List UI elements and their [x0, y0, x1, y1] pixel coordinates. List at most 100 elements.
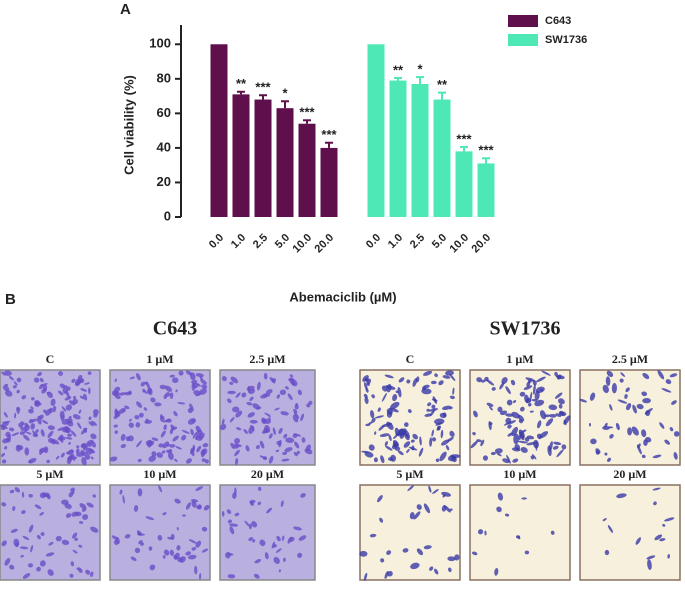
- cell: [427, 402, 432, 407]
- cell: [90, 433, 97, 440]
- cell: [448, 567, 452, 573]
- cell: [256, 445, 260, 450]
- cell: [404, 422, 409, 427]
- cell: [527, 402, 532, 407]
- cell: [281, 458, 290, 462]
- cell: [47, 430, 54, 438]
- cell: [181, 434, 187, 441]
- cell: [257, 486, 262, 491]
- cell: [371, 394, 375, 399]
- cell: [447, 436, 454, 442]
- cell: [259, 539, 266, 547]
- cell: [476, 439, 482, 443]
- cell: [304, 448, 313, 455]
- cell: [294, 441, 300, 449]
- cell: [662, 524, 666, 527]
- cell: [1, 459, 7, 464]
- cell: [379, 517, 384, 523]
- cell: [539, 410, 547, 420]
- cell: [192, 432, 197, 439]
- cell: [250, 424, 255, 432]
- cell: [536, 376, 546, 383]
- cell: [122, 409, 126, 412]
- cell: [667, 554, 670, 559]
- condition-label: 5 µM: [36, 467, 63, 481]
- cell: [428, 485, 432, 493]
- cell: [535, 386, 545, 394]
- cell: [506, 454, 511, 464]
- cell: [554, 392, 563, 399]
- cell: [81, 457, 87, 466]
- cell: [416, 548, 424, 556]
- cell: [16, 377, 22, 383]
- cell: [14, 412, 17, 419]
- cell: [58, 434, 64, 440]
- cell: [46, 391, 53, 399]
- cell: [476, 377, 483, 383]
- cell: [374, 431, 377, 435]
- cell: [471, 551, 478, 556]
- cell: [252, 539, 256, 543]
- cell: [550, 530, 555, 535]
- cell: [70, 487, 76, 493]
- y-axis-label: Cell viability (%): [121, 75, 136, 175]
- significance: ***: [255, 80, 271, 95]
- cell: [147, 440, 153, 448]
- cell: [28, 494, 33, 498]
- cell: [436, 425, 441, 431]
- y-tick-label: 100: [149, 36, 171, 51]
- cell: [484, 530, 487, 536]
- cell: [374, 415, 385, 419]
- cell: [73, 396, 77, 400]
- cell: [442, 405, 452, 411]
- cell: [490, 451, 496, 456]
- cell: [164, 385, 173, 392]
- cell: [45, 408, 52, 416]
- cell: [135, 422, 141, 428]
- cell: [385, 385, 396, 390]
- cell: [142, 388, 148, 395]
- cell: [243, 429, 248, 434]
- cell: [185, 551, 192, 556]
- panel-label: A: [120, 1, 131, 18]
- significance: **: [236, 76, 247, 91]
- cell: [641, 429, 647, 438]
- cell: [35, 429, 39, 434]
- cell: [381, 422, 393, 428]
- cell: [625, 387, 630, 393]
- condition-label: 5 µM: [396, 467, 423, 481]
- cell: [137, 533, 146, 536]
- cell: [278, 427, 283, 434]
- cell: [276, 394, 281, 399]
- cell: [384, 570, 389, 579]
- cell: [195, 425, 201, 433]
- cell: [163, 549, 170, 556]
- cell: [129, 376, 135, 380]
- bar: [477, 163, 495, 217]
- micrograph: [359, 484, 461, 581]
- cell: [16, 406, 20, 415]
- cell: [429, 566, 434, 571]
- cell: [647, 559, 652, 570]
- cell: [434, 373, 438, 378]
- cell: [176, 527, 179, 531]
- condition-label: 20 µM: [613, 467, 646, 481]
- cell: [511, 426, 519, 437]
- cell: [199, 573, 202, 580]
- cell: [72, 549, 78, 554]
- cell: [447, 556, 456, 562]
- cell: [64, 426, 69, 433]
- cell: [234, 449, 240, 457]
- cell: [22, 535, 30, 541]
- cell: [136, 440, 142, 448]
- cell: [229, 526, 235, 535]
- panel-label: B: [5, 291, 16, 308]
- cell: [46, 459, 50, 464]
- cell: [48, 541, 54, 546]
- cell: [236, 427, 242, 431]
- cell: [61, 539, 70, 546]
- cell: [422, 386, 426, 391]
- cell: [486, 402, 494, 407]
- cell: [47, 425, 55, 431]
- cell: [163, 419, 171, 423]
